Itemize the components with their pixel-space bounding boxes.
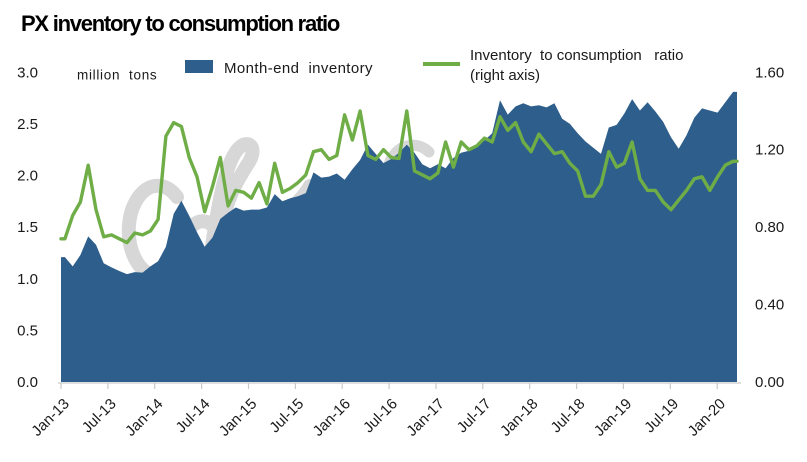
- svg-text:2.5: 2.5: [17, 116, 38, 133]
- svg-text:0.80: 0.80: [755, 219, 784, 236]
- svg-text:million tons: million tons: [77, 68, 157, 83]
- svg-text:2.0: 2.0: [17, 168, 38, 185]
- svg-text:Inventory to consumption ra: Inventory to consumption ratio: [470, 47, 683, 64]
- svg-text:1.60: 1.60: [755, 64, 784, 81]
- svg-text:(right axis): (right axis): [470, 67, 540, 84]
- svg-text:1.20: 1.20: [755, 142, 784, 159]
- svg-text:Month-end inventory: Month-end inventory: [224, 60, 373, 77]
- svg-text:PX inventory to consumption ra: PX inventory to consumption ratio: [21, 11, 340, 36]
- svg-text:3.0: 3.0: [17, 64, 38, 81]
- svg-text:0.00: 0.00: [755, 374, 784, 391]
- svg-text:1.5: 1.5: [17, 219, 38, 236]
- svg-text:0.5: 0.5: [17, 322, 38, 339]
- svg-text:0.0: 0.0: [17, 374, 38, 391]
- svg-text:0.40: 0.40: [755, 297, 784, 314]
- svg-text:1.0: 1.0: [17, 271, 38, 288]
